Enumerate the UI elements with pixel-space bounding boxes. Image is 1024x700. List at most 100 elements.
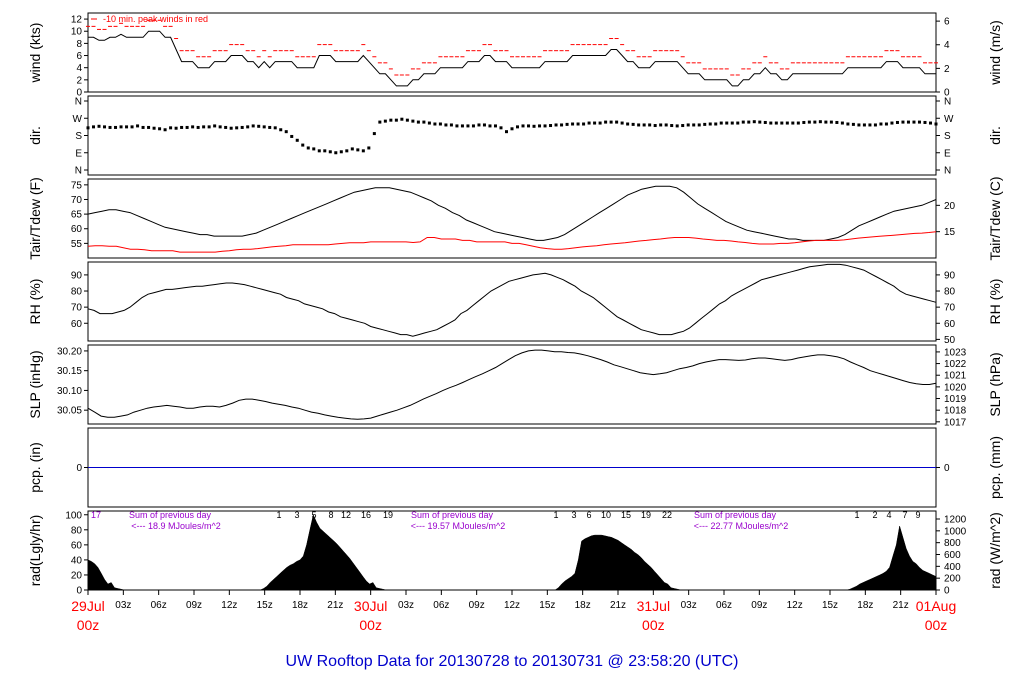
x-tick-label: 06z xyxy=(716,600,732,611)
dir-point xyxy=(301,143,305,147)
left-tick-label: 60 xyxy=(71,319,83,330)
dir-point xyxy=(92,125,96,129)
right-tick-label: 0 xyxy=(944,463,950,474)
dir-point xyxy=(686,123,690,127)
right-tick-label: W xyxy=(944,114,954,125)
left-tick-label: 8 xyxy=(76,39,82,50)
dir-point xyxy=(97,124,101,128)
dir-point xyxy=(323,149,327,153)
right-tick-label: 600 xyxy=(944,550,961,561)
dir-point xyxy=(587,121,591,125)
left-axis-label: Tair/Tdew (F) xyxy=(27,177,43,259)
dir-point xyxy=(862,123,866,127)
dir-point xyxy=(471,124,475,128)
dir-point xyxy=(571,122,575,126)
dir-point xyxy=(615,120,619,124)
left-axis-label: rad(Lgly/hr) xyxy=(27,515,43,587)
left-tick-label: 20 xyxy=(71,570,83,581)
dir-point xyxy=(835,120,839,124)
chart-title: UW Rooftop Data for 20130728 to 20130731… xyxy=(286,653,739,670)
left-tick-label: 80 xyxy=(71,287,83,298)
x-tick-label: 21z xyxy=(610,600,626,611)
right-tick-label: 0 xyxy=(944,586,950,597)
dir-point xyxy=(389,118,393,122)
dir-point xyxy=(901,120,905,124)
left-tick-label: 65 xyxy=(71,210,83,221)
dir-point xyxy=(648,123,652,127)
Tair-line xyxy=(87,185,937,241)
sum-label: Sum of previous day xyxy=(411,510,494,520)
radiation-annotation: Sum of previous day<--- 19.57 MJoules/m^… xyxy=(411,510,672,531)
dir-point xyxy=(774,121,778,125)
dir-point xyxy=(785,121,789,125)
Tdew-line xyxy=(87,231,937,253)
x-tick-label: 03z xyxy=(681,600,697,611)
left-tick-label: N xyxy=(75,97,82,108)
left-axis-label: wind (kts) xyxy=(27,23,43,84)
dir-point xyxy=(780,121,784,125)
radiation-annotation: Sum of previous day<--- 22.77 MJoules/m^… xyxy=(694,510,921,531)
date-hour-label: 00z xyxy=(359,617,382,633)
dir-point xyxy=(593,121,597,125)
hour-label: 12 xyxy=(341,510,351,520)
sum-value: <--- 22.77 MJoules/m^2 xyxy=(694,521,789,531)
panel-frame xyxy=(87,261,937,342)
dir-point xyxy=(213,124,217,128)
dir-point xyxy=(383,119,387,123)
dir-point xyxy=(840,121,844,125)
dir-point xyxy=(466,124,470,128)
dir-point xyxy=(906,120,910,124)
dir-point xyxy=(692,123,696,127)
dir-point xyxy=(295,138,299,142)
dir-point xyxy=(235,126,239,130)
dir-point xyxy=(912,120,916,124)
right-tick-label: 1017 xyxy=(944,417,967,428)
dir-point xyxy=(884,122,888,126)
dir-point xyxy=(653,124,657,128)
dir-point xyxy=(372,132,376,136)
dir-point xyxy=(873,123,877,127)
dir-point xyxy=(279,128,283,132)
dir-point xyxy=(306,146,310,150)
left-tick-label: 30.05 xyxy=(57,406,82,417)
corner-label: 17 xyxy=(91,510,101,520)
x-tick-label: 15z xyxy=(539,600,555,611)
hour-label: 8 xyxy=(328,510,333,520)
left-tick-label: 80 xyxy=(71,525,83,536)
panel-frame xyxy=(87,95,937,176)
dir-point xyxy=(367,146,371,150)
dir-point xyxy=(763,120,767,124)
sum-value: <--- 18.9 MJoules/m^2 xyxy=(131,521,221,531)
left-axis-label: RH (%) xyxy=(27,279,43,325)
dir-point xyxy=(196,125,200,129)
dir-point xyxy=(532,124,536,128)
left-tick-label: W xyxy=(73,114,83,125)
panel-frame xyxy=(87,344,937,425)
dir-point xyxy=(796,121,800,125)
dir-point xyxy=(670,124,674,128)
dir-point xyxy=(560,123,564,127)
right-axis-label: RH (%) xyxy=(987,279,1003,325)
right-axis-label: SLP (hPa) xyxy=(987,352,1003,416)
dir-point xyxy=(576,122,580,126)
hour-label: 15 xyxy=(621,510,631,520)
dir-point xyxy=(917,120,921,124)
date-hour-label: 00z xyxy=(77,617,100,633)
hour-label: 16 xyxy=(361,510,371,520)
dir-point xyxy=(185,125,189,129)
dir-point xyxy=(218,125,222,129)
dir-point xyxy=(703,122,707,126)
dir-point xyxy=(317,149,321,153)
hour-label: 1 xyxy=(854,510,859,520)
panel-pcp: pcp. (in) pcp. (mm) 0 0 xyxy=(27,427,1003,508)
radiation-area xyxy=(87,514,937,591)
dir-point xyxy=(378,120,382,124)
dir-point xyxy=(565,122,569,126)
dir-point xyxy=(923,120,927,124)
x-tick-label: 12z xyxy=(787,600,803,611)
SLP-line xyxy=(87,349,937,420)
RH-line xyxy=(87,263,937,337)
x-axis: 03z 06z 09z 12z 15z 18z 21z 03z 06z 09z 12z 15z 18z 2… xyxy=(71,590,956,633)
dir-point xyxy=(290,134,294,138)
dir-point xyxy=(229,126,233,130)
